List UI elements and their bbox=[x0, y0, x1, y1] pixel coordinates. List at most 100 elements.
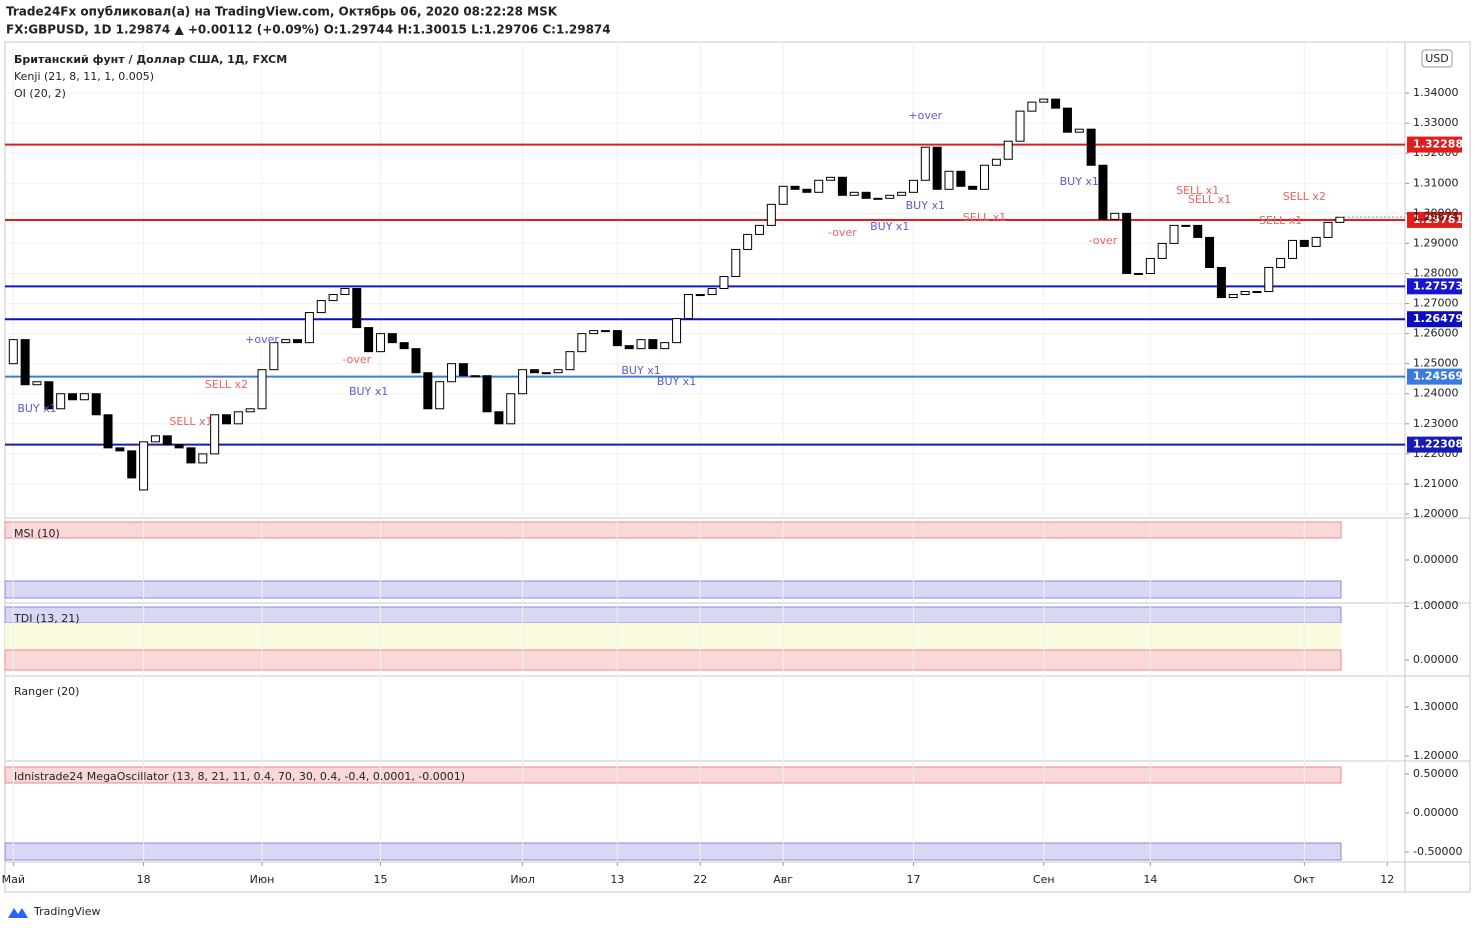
candle bbox=[293, 339, 303, 344]
level-label-box bbox=[1407, 211, 1462, 228]
candle bbox=[1157, 242, 1167, 259]
x-tick-label: 14 bbox=[1143, 873, 1157, 886]
candle bbox=[956, 170, 966, 187]
candle bbox=[186, 447, 196, 464]
level-label-box bbox=[1407, 278, 1462, 295]
candle bbox=[897, 191, 907, 196]
level-label: 1.27573 bbox=[1413, 279, 1463, 292]
candle bbox=[387, 333, 397, 344]
y-tick-label: 1.30000 bbox=[1413, 700, 1459, 713]
y-tick-label: 1.21000 bbox=[1413, 477, 1459, 490]
level-label: 1.24569 bbox=[1413, 370, 1463, 383]
candle bbox=[1015, 110, 1025, 142]
y-tick-label: 1.31000 bbox=[1413, 176, 1459, 189]
y-tick-label: 0.50000 bbox=[1413, 767, 1459, 780]
candle bbox=[826, 176, 836, 181]
signal-label: BUY x1 bbox=[657, 375, 696, 388]
candle bbox=[648, 339, 658, 350]
candle bbox=[352, 288, 362, 329]
y-tick-label: 1.26000 bbox=[1413, 327, 1459, 340]
candle bbox=[1264, 266, 1274, 293]
candle bbox=[1323, 221, 1333, 238]
candle bbox=[518, 369, 528, 395]
tdi-upper-band bbox=[4, 606, 1342, 624]
candle bbox=[1252, 291, 1262, 294]
panel-title: TDI (13, 21) bbox=[13, 612, 80, 625]
candle bbox=[1205, 236, 1215, 268]
y-tick-label: 1.33000 bbox=[1413, 116, 1459, 129]
candle bbox=[1311, 236, 1321, 247]
candle bbox=[837, 176, 847, 196]
y-tick-label: 1.27000 bbox=[1413, 297, 1459, 310]
x-tick-label: 12 bbox=[1380, 873, 1394, 886]
candle bbox=[364, 327, 374, 353]
candle bbox=[1228, 294, 1238, 299]
signal-label: BUY x1 bbox=[906, 199, 945, 212]
candle bbox=[1122, 212, 1132, 274]
candle bbox=[802, 188, 812, 193]
panel-title: MSI (10) bbox=[14, 527, 60, 540]
candle bbox=[1003, 140, 1013, 160]
level-label: 1.29781 bbox=[1413, 213, 1463, 226]
candle bbox=[636, 339, 646, 350]
y-tick-label: 1.20000 bbox=[1413, 507, 1459, 520]
candle bbox=[1299, 239, 1309, 247]
candle bbox=[32, 381, 42, 386]
candle bbox=[920, 146, 930, 181]
candle bbox=[1145, 257, 1155, 274]
y-tick-label: 1.28000 bbox=[1413, 266, 1459, 279]
candle bbox=[766, 203, 776, 226]
candle bbox=[139, 441, 149, 491]
x-tick-label: 18 bbox=[137, 873, 151, 886]
candle bbox=[1027, 101, 1037, 112]
x-tick-label: 13 bbox=[610, 873, 624, 886]
candle bbox=[695, 294, 705, 297]
x-tick-label: Июл bbox=[510, 873, 535, 886]
candle bbox=[340, 288, 350, 296]
candle bbox=[529, 369, 539, 374]
candle bbox=[115, 447, 125, 452]
candle bbox=[980, 164, 990, 190]
candle bbox=[601, 330, 611, 333]
signal-label: -over bbox=[1089, 234, 1118, 247]
candle bbox=[778, 185, 788, 205]
logo-text: TradingView bbox=[33, 905, 100, 918]
currency: USD bbox=[1425, 52, 1449, 65]
candle bbox=[150, 435, 160, 443]
candle bbox=[1051, 98, 1061, 109]
indicator-label: Kenji (21, 8, 11, 1, 0.005) bbox=[14, 70, 154, 83]
x-tick-label: 17 bbox=[906, 873, 920, 886]
candle bbox=[672, 318, 682, 344]
panel-title: Ranger (20) bbox=[14, 685, 79, 698]
x-tick-label: 15 bbox=[373, 873, 387, 886]
candle bbox=[174, 444, 184, 449]
currency-badge[interactable] bbox=[1421, 49, 1453, 68]
y-tick-label: 1.00000 bbox=[1413, 599, 1459, 612]
candle bbox=[944, 170, 954, 190]
candle bbox=[1240, 291, 1250, 296]
logo: TradingView bbox=[8, 905, 100, 918]
candle bbox=[221, 414, 231, 425]
signal-label: SELL x1 bbox=[1259, 214, 1302, 227]
candle bbox=[423, 372, 433, 410]
indicator-label: OI (20, 2) bbox=[14, 87, 66, 100]
candle bbox=[482, 375, 492, 413]
candle bbox=[411, 348, 421, 374]
candle bbox=[553, 369, 563, 374]
signal-label: SELL x1 bbox=[1188, 193, 1231, 206]
candle bbox=[435, 381, 445, 410]
candle bbox=[1276, 257, 1286, 268]
candle bbox=[20, 339, 30, 386]
candle bbox=[1193, 224, 1203, 238]
candle bbox=[1074, 128, 1084, 133]
candle bbox=[269, 342, 279, 371]
candle bbox=[257, 369, 267, 410]
candle bbox=[908, 179, 918, 193]
candle bbox=[1169, 224, 1179, 244]
candle bbox=[506, 393, 516, 425]
tdi-lower-band bbox=[4, 649, 1342, 671]
candle bbox=[1110, 212, 1120, 220]
candle bbox=[565, 351, 575, 371]
